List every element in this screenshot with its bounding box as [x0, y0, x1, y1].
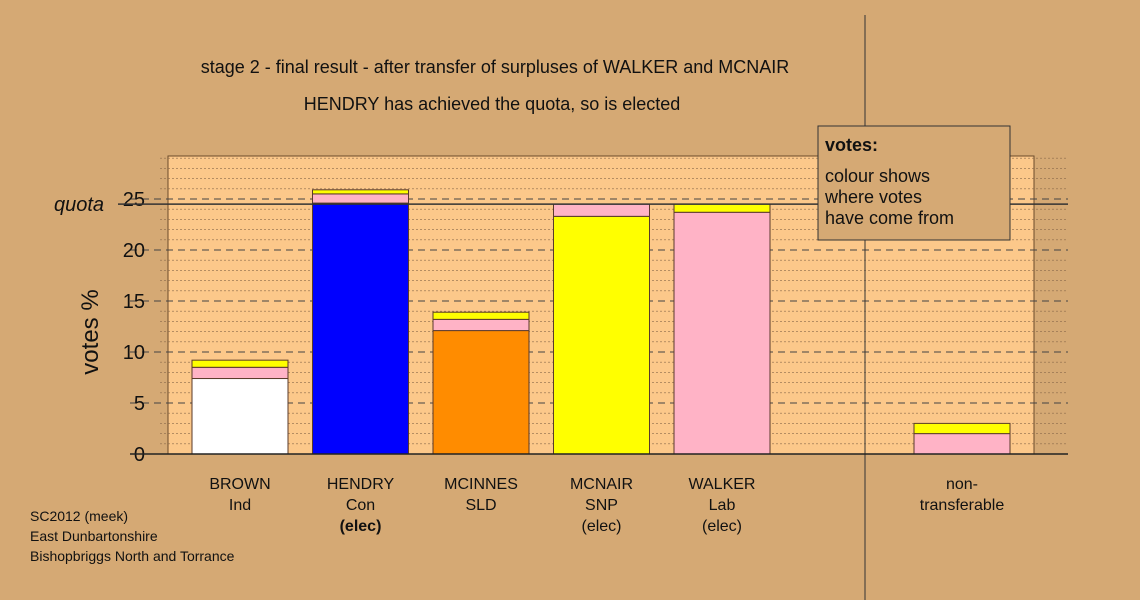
- bar-mcnair-segment-pink: [553, 203, 650, 217]
- footer-line-2: East Dunbartonshire: [30, 528, 158, 544]
- bar-walker-segment-pink: [673, 211, 771, 455]
- legend-title: votes:: [825, 135, 878, 155]
- x-label-brown-name: BROWN: [209, 476, 270, 493]
- bar-nontransferable-segment-yellow: [913, 422, 1011, 435]
- bar-mcinnes-segment-pink: [432, 318, 530, 332]
- x-label-mcnair-name: MCNAIR: [570, 476, 633, 493]
- x-label-hendry-status: (elec): [340, 518, 382, 535]
- bar-brown-segment-yellow: [191, 359, 289, 368]
- x-label-brown-party: Ind: [229, 497, 251, 514]
- x-label-mcinnes-name: MCINNES: [444, 476, 518, 493]
- y-axis: 0 5 10 15 20 25: [123, 189, 145, 466]
- bar-walker-segment-yellow: [673, 203, 771, 213]
- bar-mcinnes-segment-yellow: [432, 311, 530, 320]
- y-tick-label: 10: [123, 342, 145, 364]
- bar-mcinnes-segment-orange: [432, 330, 530, 455]
- y-tick-label: 15: [123, 291, 145, 313]
- legend: votes: colour shows where votes have com…: [817, 125, 1011, 241]
- x-label-hendry-party: Con: [346, 497, 375, 514]
- bar-mcnair-segment-yellow: [553, 215, 650, 455]
- chart-title: stage 2 - final result - after transfer …: [201, 57, 790, 77]
- bar-brown-segment-white: [191, 378, 289, 455]
- x-label-walker-party: Lab: [709, 497, 736, 514]
- y-tick-label: 25: [123, 189, 145, 211]
- bar-nontransferable-segment-pink: [913, 433, 1011, 455]
- x-axis-labels: BROWN Ind HENDRY Con (elec) MCINNES SLD MCNAIR S…: [209, 476, 1004, 535]
- x-label-nontransferable-line2: transferable: [920, 497, 1005, 514]
- footer-line-3: Bishopbriggs North and Torrance: [30, 548, 235, 564]
- y-tick-label: 20: [123, 240, 145, 262]
- x-label-mcnair-party: SNP: [585, 497, 618, 514]
- quota-label: quota: [54, 194, 104, 216]
- x-label-hendry-name: HENDRY: [327, 476, 395, 493]
- footer-line-1: SC2012 (meek): [30, 508, 128, 524]
- x-label-mcnair-status: (elec): [581, 518, 621, 535]
- x-label-walker-name: WALKER: [689, 476, 756, 493]
- bar-hendry-segment-pink: [312, 193, 409, 204]
- chart-subtitle: HENDRY has achieved the quota, so is ele…: [304, 94, 681, 114]
- legend-line-1: colour shows: [825, 166, 930, 186]
- legend-line-2: where votes: [824, 187, 922, 207]
- x-label-nontransferable-line1: non-: [946, 476, 978, 493]
- bar-brown-segment-pink: [191, 366, 289, 380]
- y-tick-label: 0: [134, 444, 145, 466]
- legend-box: [817, 125, 1011, 241]
- bar-hendry-segment-yellow: [312, 189, 409, 195]
- y-tick-label: 5: [134, 393, 145, 415]
- x-label-walker-status: (elec): [702, 518, 742, 535]
- bars-group: [191, 189, 1011, 455]
- y-axis-label: votes %: [77, 289, 104, 374]
- bar-hendry-segment-blue: [312, 202, 409, 455]
- x-label-mcinnes-party: SLD: [465, 497, 496, 514]
- legend-line-3: have come from: [825, 208, 954, 228]
